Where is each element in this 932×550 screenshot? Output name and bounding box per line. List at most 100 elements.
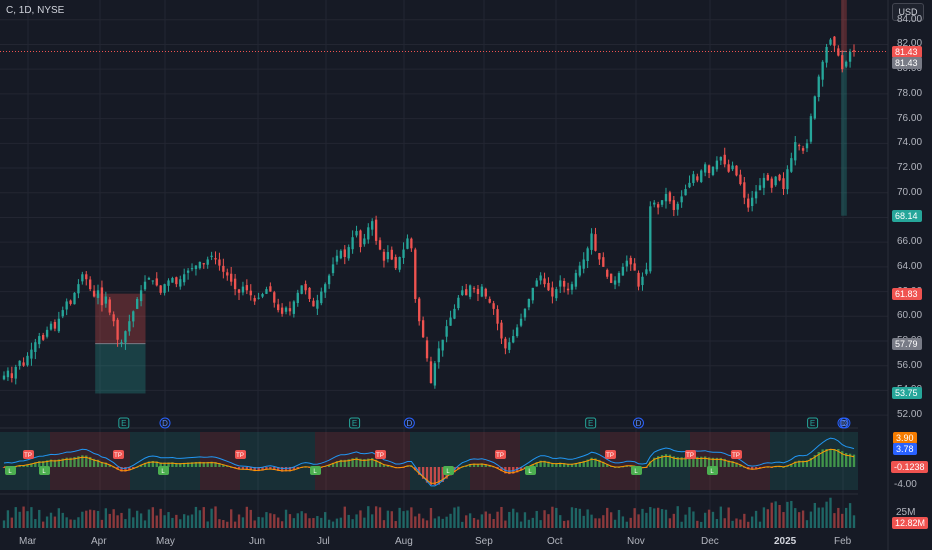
- price-tick-label: 72.00: [897, 162, 923, 174]
- time-axis-label: Apr: [91, 536, 107, 547]
- price-tag: 68.14: [892, 209, 922, 222]
- volume-bar: [45, 516, 49, 528]
- candle-body: [817, 76, 820, 97]
- volume-bar: [261, 517, 264, 528]
- volume-bar: [18, 511, 21, 528]
- candle-body: [151, 280, 155, 282]
- tp-marker: [495, 450, 506, 459]
- candle-body: [77, 284, 80, 294]
- candle-body: [147, 277, 151, 280]
- take-profit-zone: [95, 343, 146, 394]
- volume-bar: [57, 508, 61, 528]
- volume-bar: [653, 508, 656, 528]
- event-markers[interactable]: E D E D E D E DD: [118, 417, 851, 429]
- macd-line: [3, 437, 855, 487]
- candle-body: [707, 165, 711, 173]
- volume-bar: [566, 520, 570, 528]
- histogram-bar: [292, 467, 296, 471]
- volume-bar: [249, 509, 252, 528]
- price-tag: 81.43: [892, 45, 922, 58]
- volume-bar: [316, 516, 319, 528]
- candle-body: [586, 248, 589, 262]
- histogram-bar: [790, 463, 793, 467]
- volume-bar: [582, 515, 585, 528]
- dividend-marker-text: D: [840, 419, 846, 428]
- candle-body: [241, 286, 245, 293]
- volume-bar: [116, 515, 119, 528]
- volume-bar: [613, 519, 617, 528]
- histogram-bar: [253, 467, 256, 472]
- candle-body: [73, 292, 76, 305]
- candle-body: [269, 286, 272, 292]
- histogram-bar: [38, 461, 41, 467]
- histogram-bar: [386, 465, 390, 467]
- histogram-bar: [77, 456, 80, 467]
- volume-bar: [280, 521, 284, 528]
- volume-bar: [308, 518, 311, 528]
- candle-body: [288, 308, 292, 312]
- candle-body: [343, 249, 346, 257]
- histogram-bar: [594, 458, 597, 467]
- volume-bar: [758, 521, 762, 528]
- volume-bar: [14, 507, 17, 528]
- volume-bar: [6, 510, 10, 528]
- histogram-bar: [18, 465, 21, 467]
- volume-bar: [22, 506, 25, 528]
- volume-bar: [833, 513, 836, 528]
- candle-body: [159, 285, 162, 293]
- volume-bar: [378, 507, 382, 528]
- volume-bar: [437, 516, 440, 528]
- histogram-bar: [53, 459, 57, 467]
- volume-bar: [433, 518, 437, 528]
- histogram-bar: [821, 449, 824, 467]
- candle-body: [132, 311, 135, 322]
- histogram-bar: [841, 451, 844, 467]
- symbol-title[interactable]: C, 1D, NYSE: [6, 5, 65, 16]
- candle-body: [684, 189, 687, 196]
- candle-body: [355, 231, 358, 236]
- tp-marker-text: TP: [732, 453, 740, 459]
- time-axis-label: Feb: [834, 536, 852, 547]
- histogram-bar: [414, 467, 417, 471]
- currency-button[interactable]: USD: [892, 3, 924, 21]
- candle-body: [468, 285, 472, 297]
- candle-body: [672, 200, 675, 211]
- candle-body: [766, 174, 769, 181]
- volume-bar: [672, 513, 675, 528]
- dividend-marker-text: D: [842, 419, 848, 428]
- histogram-bar: [120, 467, 123, 472]
- candle-body: [18, 360, 21, 366]
- time-axis-label: 2025: [774, 536, 797, 547]
- volume-bar: [668, 518, 672, 528]
- candle-body: [257, 297, 260, 299]
- volume-bar: [241, 517, 245, 528]
- candle-body: [457, 297, 460, 309]
- volume-bar: [226, 521, 229, 528]
- candle-body: [660, 200, 664, 205]
- histogram-bar: [668, 454, 672, 467]
- candle-body: [390, 249, 393, 260]
- candle-body: [523, 308, 527, 318]
- candle-body: [790, 158, 793, 172]
- histogram-bar: [69, 457, 72, 467]
- histogram-bar: [570, 463, 574, 467]
- sl-marker: [39, 466, 50, 475]
- volume-bar: [89, 509, 92, 528]
- histogram-bar: [496, 467, 499, 469]
- volume-bar: [175, 514, 178, 528]
- price-tick-label: 78.00: [897, 87, 923, 99]
- candle-body: [89, 279, 92, 290]
- candle-body: [429, 361, 433, 383]
- candle-body: [351, 237, 354, 250]
- candle-body: [680, 196, 683, 203]
- histogram-bar: [692, 456, 695, 467]
- candle-body: [280, 307, 284, 314]
- candle-body: [848, 51, 852, 62]
- volume-bar: [852, 515, 856, 528]
- position-tools[interactable]: [0, 0, 888, 394]
- histogram-bar: [813, 455, 816, 467]
- volume-bar: [754, 510, 758, 528]
- volume-bar: [844, 507, 848, 528]
- candle-body: [296, 292, 299, 303]
